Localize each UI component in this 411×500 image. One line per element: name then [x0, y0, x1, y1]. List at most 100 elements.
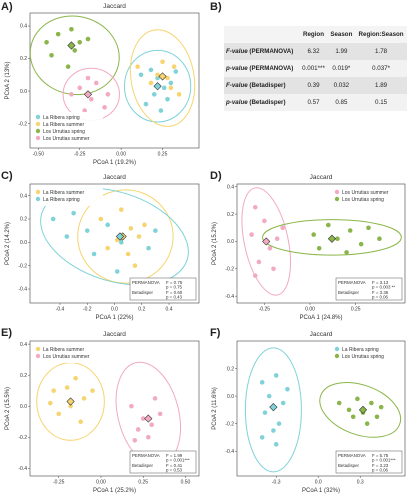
- data-point: [355, 396, 360, 402]
- pcoa-chart-f: Jaccard -0.3 0.0 0.3 -0.4 -0.2 0.0 0.2 PCoA 1 (3…: [212, 331, 406, 494]
- table-cell: 0.15: [375, 99, 388, 106]
- data-point: [259, 380, 265, 385]
- stats-test-label: Betadisper: [132, 290, 154, 295]
- data-point: [114, 269, 120, 274]
- data-point: [105, 245, 110, 251]
- legend-label: Los Urrutias spring: [43, 129, 85, 135]
- header-cell: [224, 26, 300, 43]
- x-tick-label: 0.4: [166, 307, 173, 313]
- y-tick-label: -0.4: [225, 449, 234, 455]
- data-point: [142, 222, 147, 228]
- table-row: F-value (Betadisper) 0.39 0.032 1.89: [224, 77, 407, 94]
- data-point: [128, 226, 134, 231]
- legend-swatch: [35, 189, 41, 195]
- data-point: [369, 400, 374, 406]
- data-point: [77, 85, 83, 91]
- legend-box: [33, 187, 103, 206]
- table-cell: 1.89: [375, 82, 388, 89]
- data-point: [69, 92, 74, 97]
- stats-f-value: F = 3.13: [372, 280, 389, 285]
- legend-swatch: [35, 114, 41, 120]
- data-point: [105, 92, 111, 97]
- data-point: [271, 266, 276, 272]
- data-point: [285, 386, 290, 392]
- y-tick-label: 0.2: [20, 56, 27, 62]
- data-point: [316, 245, 322, 251]
- data-point: [262, 410, 268, 415]
- stats-f-value: F = 0.75: [166, 280, 183, 285]
- confidence-ellipse: [244, 347, 302, 473]
- table-cell: 1.78: [375, 48, 388, 55]
- legend-swatch: [35, 346, 41, 352]
- confidence-ellipse: [129, 29, 196, 127]
- stats-test-label: Betadisper: [338, 290, 360, 295]
- legend-label: Los Urrutias spring: [342, 197, 384, 203]
- row-label: p-value (Betadisper): [224, 94, 299, 111]
- stats-test-label: PERMANOVA: [132, 453, 160, 458]
- confidence-ellipse: [30, 15, 120, 96]
- data-point: [259, 435, 265, 440]
- data-point: [82, 108, 87, 113]
- stats-box: PERMANOVA F = 5.75p = 0.001*** Betadisper F…: [335, 450, 403, 474]
- y-axis-label: PCoA 2 (15.2%): [212, 222, 218, 265]
- x-tick-label: 0.50: [181, 480, 191, 486]
- data-point: [89, 96, 94, 102]
- data-point: [71, 210, 76, 216]
- data-point: [280, 225, 285, 231]
- chart-title: Jaccard: [310, 174, 333, 181]
- stats-frame: [335, 450, 403, 474]
- data-point: [148, 80, 154, 86]
- data-point: [149, 422, 154, 428]
- pcoa-chart-d: Jaccard -0.25 0.00 0.25 -0.4 -0.2 0.0 0.2 0.4 PCo…: [212, 174, 406, 321]
- table-row: p-value (Betadisper) 0.57 0.85 0.15: [224, 94, 407, 111]
- data-point: [65, 64, 71, 69]
- y-tick-label: -0.2: [18, 435, 27, 441]
- data-point: [119, 240, 124, 245]
- data-point: [155, 75, 160, 81]
- row-label-stat: F-value: [226, 48, 248, 55]
- data-point: [176, 92, 182, 97]
- stats-f-value: F = 1.99: [166, 453, 183, 458]
- chart-title: Jaccard: [103, 174, 126, 181]
- panel-label-d: D): [210, 170, 222, 182]
- table-cell: 0.001***: [302, 65, 325, 72]
- data-point: [69, 26, 74, 32]
- data-point: [173, 69, 179, 74]
- data-point: [350, 414, 356, 420]
- data-point: [77, 39, 83, 45]
- y-tick-label: -0.2: [18, 263, 27, 269]
- confidence-ellipse: [262, 219, 402, 256]
- x-tick-label: 0.2: [138, 307, 145, 313]
- confidence-ellipse: [77, 189, 174, 284]
- x-tick-label: 0.25: [158, 152, 168, 158]
- panel-label-f: F): [210, 327, 221, 339]
- data-point: [90, 388, 95, 393]
- data-point: [168, 85, 174, 91]
- data-point: [374, 414, 380, 420]
- legend-swatch: [35, 121, 41, 127]
- confidence-ellipse: [241, 187, 291, 296]
- stats-frame: [129, 450, 197, 474]
- data-point: [158, 108, 164, 113]
- data-point: [132, 438, 138, 443]
- x-axis-label: PCoA 1 (19.2%): [93, 160, 136, 166]
- y-tick-label: 0.4: [20, 342, 27, 348]
- panel-label-e: E): [1, 327, 12, 339]
- y-tick-label: 0.0: [20, 404, 27, 410]
- x-axis-label: PCoA 1 (32%): [302, 488, 340, 494]
- legend-label: Los Urrutias summer: [43, 136, 90, 142]
- data-point: [102, 105, 107, 110]
- legend-box: [332, 344, 402, 363]
- x-tick-label: -0.50: [33, 152, 45, 158]
- data-point: [148, 67, 154, 73]
- legend-label: Los Urrutias summer: [43, 354, 90, 360]
- row-label-test: (Betadisper): [249, 99, 286, 106]
- data-point: [81, 396, 87, 401]
- table-cell: 0.57: [307, 99, 320, 106]
- legend-label: La Ribera summer: [43, 347, 84, 353]
- stats-p-value: p = 0.003 **: [372, 285, 395, 290]
- x-tick-label: 0.25: [351, 307, 361, 313]
- y-tick-label: -0.2: [18, 121, 27, 127]
- table-cell: 0.037*: [372, 65, 391, 72]
- panel-label-c: C): [1, 170, 13, 182]
